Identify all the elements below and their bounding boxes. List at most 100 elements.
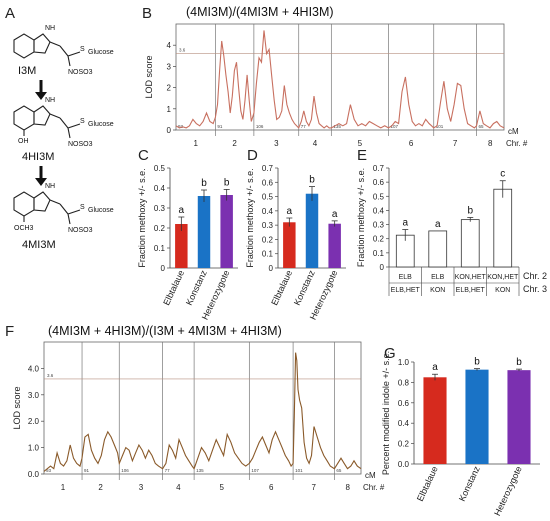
bar (460, 219, 480, 268)
genotype-chr2-label: ELB (431, 274, 445, 281)
y-tick-label: 0.6 (398, 399, 410, 408)
panel-b: B (4MI3M)/(4MI3M + 4HI3M) 0 1 2 3 4 1 93 2 91 3 10… (142, 5, 528, 148)
chromosome-label: 7 (312, 483, 317, 492)
chromosome-label: 5 (358, 139, 363, 148)
chromosome-length-label: 65 (478, 124, 484, 129)
arrow-down-icon (35, 80, 47, 100)
significance-letter: b (474, 357, 480, 368)
4hi3m-nh: NH (45, 97, 55, 104)
chromosome-label: 2 (98, 483, 103, 492)
category-label: Elbtalaue (161, 269, 186, 307)
4mi3m-s: S (80, 204, 85, 211)
bar-chart-c: 00.10.20.30.40.5aElbtalauebKonstanzbHete… (137, 164, 238, 321)
y-tick-label: 0.4 (373, 206, 385, 215)
i3m-s: S (80, 46, 85, 53)
y-tick-label: 4.0 (28, 364, 40, 373)
panel-f: F (4MI3M + 4HI3M)/(I3M + 4MI3M + 4HI3M) … (5, 323, 385, 492)
y-tick-label: 0.2 (398, 440, 410, 449)
lod-line (175, 30, 505, 129)
significance-letter: b (516, 357, 522, 368)
chromosome-length-label: 77 (165, 468, 171, 473)
i3m-glucose: Glucose (88, 49, 114, 56)
4hi3m-name: 4HI3M (22, 151, 54, 163)
chromosome-length-label: 106 (256, 124, 264, 129)
bar (507, 370, 531, 464)
y-tick-label: 0 (167, 126, 172, 135)
y-tick-label: 0.6 (262, 178, 274, 187)
y-tick-label: 3.0 (28, 391, 40, 400)
chromosome-length-label: 135 (196, 468, 204, 473)
y-tick-label: 1 (167, 105, 172, 114)
panel-label-f: F (5, 323, 14, 340)
y-axis-label: Percent modified indole +/- s.e. (381, 351, 391, 475)
lod-plot-f: 0.0 1.0 2.0 3.0 4.0 1 93 2 91 3 106 4 77 5 135 6 107 7 101… (12, 341, 385, 492)
significance-letter: b (201, 178, 207, 189)
genotype-chr3-label: KON (495, 287, 510, 294)
panel-label-e: E (357, 147, 367, 164)
4hi3m-oh: OH (18, 138, 29, 145)
y-tick-label: 0.7 (262, 164, 274, 173)
significance-letter: c (500, 169, 505, 180)
structure-4mi3m: NH OCH3 S Glucose NOSO3 4MI3M (13, 183, 114, 251)
chromosome-length-label: 107 (251, 468, 259, 473)
genotype-chr3-label: ELB,HET (456, 287, 486, 294)
y-tick-label: 1.0 (398, 358, 410, 367)
y-tick-label: 0.3 (154, 204, 166, 213)
y-tick-label: 0.5 (262, 193, 274, 202)
y-tick-label: 0.2 (373, 235, 385, 244)
y-axis-label: LOD score (144, 55, 154, 98)
bar (328, 223, 341, 268)
y-tick-label: 0.1 (373, 249, 385, 258)
4mi3m-name: 4MI3M (22, 239, 56, 251)
chromosome-label: 8 (345, 483, 350, 492)
bar (220, 195, 233, 268)
chromosome-label: 6 (409, 139, 414, 148)
bar (493, 188, 513, 268)
y-tick-label: 2 (167, 84, 172, 93)
chromosome-length-label: 135 (333, 124, 341, 129)
structure-i3m: NH S Glucose NOSO3 I3M (13, 25, 114, 77)
panel-c: C 00.10.20.30.40.5aElbtalauebKonstanzbHe… (137, 147, 238, 321)
category-label: Elbtalaue (269, 269, 294, 307)
panel-f-title: (4MI3M + 4HI3M)/(I3M + 4MI3M + 4HI3M) (48, 324, 282, 338)
bar (197, 196, 211, 268)
bar (465, 369, 489, 464)
y-tick-label: 0.3 (262, 221, 274, 230)
significance-letter: a (332, 209, 338, 220)
plot-frame (43, 341, 362, 475)
4hi3m-noso3: NOSO3 (68, 141, 93, 148)
threshold-label: 3.6 (179, 48, 186, 53)
category-label: Konstanz (457, 464, 482, 503)
lod-plot-b: 0 1 2 3 4 1 93 2 91 3 106 4 77 5 135 6 107 7 101 8 65 3.6 cM Ch… (144, 23, 528, 148)
i3m-nh: NH (45, 25, 55, 32)
chromosome-length-label: 91 (217, 124, 223, 129)
panel-a: A NH S Glucose NOSO3 I3M (5, 5, 114, 251)
y-tick-label: 0 (269, 264, 274, 273)
chromosome-length-label: 106 (121, 468, 129, 473)
y-axis-label: Fraction methoxy +/- s.e. (245, 168, 255, 267)
y-tick-label: 0.1 (262, 250, 274, 259)
x-axis-label: cM (508, 127, 519, 136)
chromosome-length-label: 91 (84, 468, 90, 473)
category-label: Konstanz (184, 268, 209, 307)
chromosome-label: 8 (488, 139, 493, 148)
y-tick-label: 0.5 (373, 192, 385, 201)
significance-letter: b (224, 177, 230, 188)
chromosome-label: 4 (176, 483, 181, 492)
genotype-chr3-label: ELB,HET (391, 287, 421, 294)
panel-label-c: C (138, 147, 149, 164)
y-tick-label: 0.3 (373, 221, 385, 230)
y-tick-label: 0.0 (398, 460, 410, 469)
category-label: Heterozygote (492, 465, 524, 518)
bar (175, 224, 188, 268)
arrow-down-icon (35, 166, 47, 186)
i3m-noso3: NOSO3 (68, 69, 93, 76)
y-tick-label: 0 (380, 263, 385, 272)
panel-d: D 0 0.1 0.2 0.3 0.4 0.5 0.6 0.7 a Elbtalaue b Konst… (245, 147, 346, 321)
chromosome-length-label: 77 (301, 124, 307, 129)
panel-label-g: G (384, 345, 396, 362)
panel-label-d: D (247, 147, 258, 164)
genotype-chr2-label: ELB (399, 274, 413, 281)
chromosome-label: 1 (61, 483, 66, 492)
